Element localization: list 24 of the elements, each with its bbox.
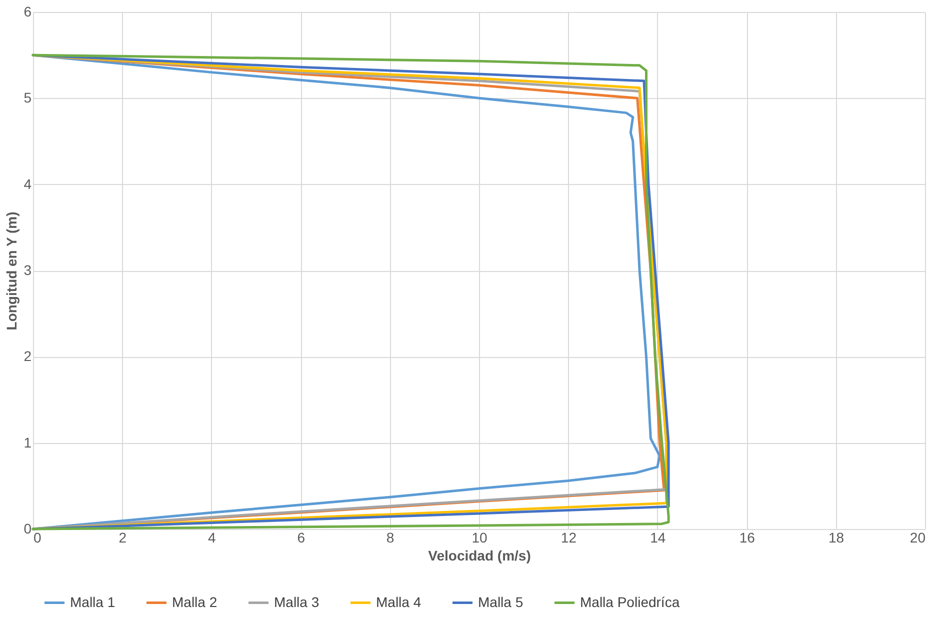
x-tick-label: 14 — [650, 530, 666, 546]
x-tick-label: 12 — [560, 530, 577, 546]
legend-label: Malla 1 — [70, 594, 116, 610]
y-tick-label: 6 — [24, 4, 32, 20]
x-tick-label: 4 — [208, 530, 216, 546]
x-tick-label: 8 — [386, 530, 394, 546]
y-tick-label: 3 — [24, 262, 32, 278]
legend-label: Malla 5 — [478, 594, 524, 610]
y-tick-label: 2 — [24, 348, 32, 364]
x-tick-label: 20 — [910, 530, 926, 546]
x-tick-label: 10 — [472, 530, 488, 546]
x-tick-label: 18 — [828, 530, 844, 546]
y-tick-label: 1 — [24, 434, 32, 450]
legend-label: Malla 4 — [376, 594, 422, 610]
x-tick-label: 16 — [739, 530, 756, 546]
x-axis-title: Velocidad (m/s) — [428, 548, 531, 564]
y-axis-title: Longitud en Y (m) — [4, 212, 20, 330]
legend-label: Malla 2 — [172, 594, 218, 610]
legend-label: Malla Poliedríca — [580, 594, 680, 610]
y-tick-label: 4 — [24, 176, 32, 192]
x-tick-label: 6 — [297, 530, 306, 546]
x-tick-label: 2 — [118, 530, 127, 546]
y-tick-label: 5 — [24, 90, 32, 106]
legend-label: Malla 3 — [274, 594, 320, 610]
